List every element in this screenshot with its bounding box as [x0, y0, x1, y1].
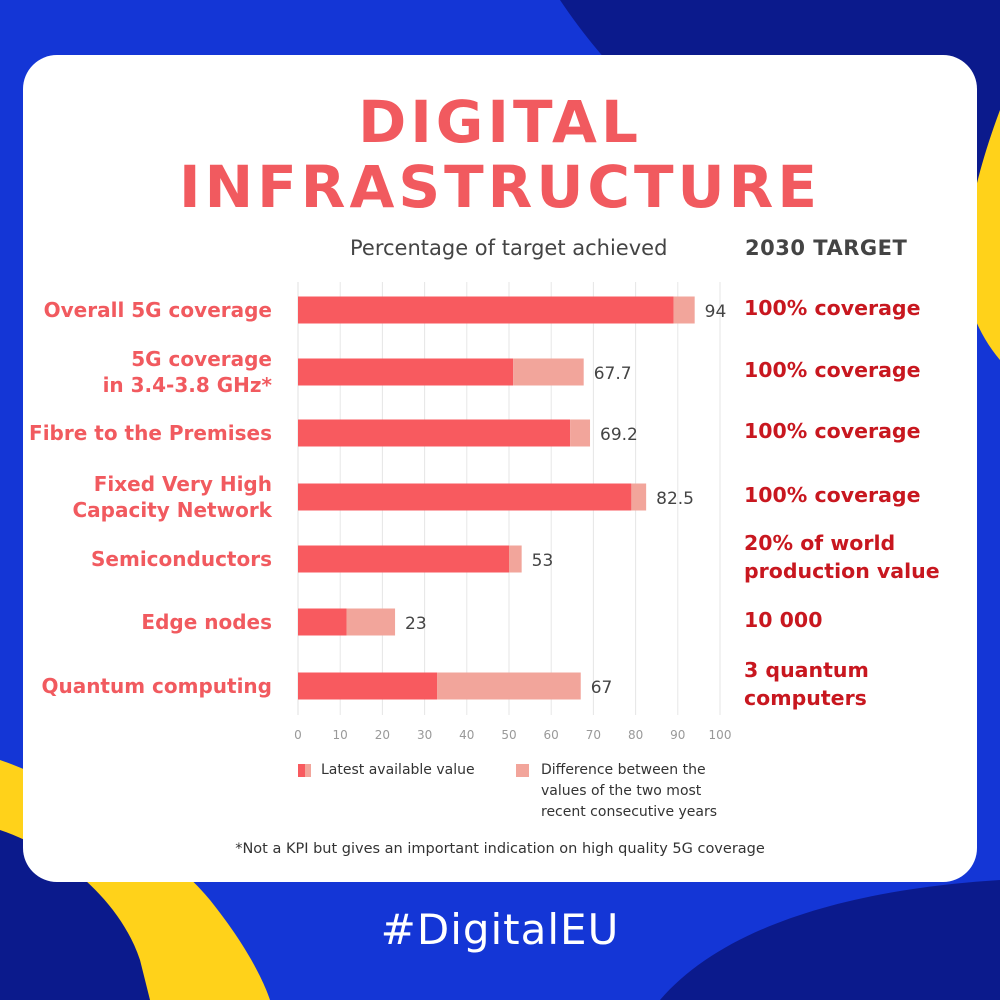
bar-latest	[298, 672, 438, 700]
hashtag: #DigitalEU	[380, 905, 620, 954]
value-label: 67.7	[594, 364, 632, 384]
bar-difference	[673, 296, 695, 324]
legend-swatch-difference	[516, 764, 529, 777]
bar-latest	[298, 483, 632, 511]
bar-latest	[298, 296, 674, 324]
bar-difference	[437, 672, 581, 700]
x-tick-label: 70	[586, 728, 601, 742]
legend-label-latest: Latest available value	[321, 762, 475, 778]
bar-difference	[570, 419, 591, 447]
category-label: Edge nodes	[141, 610, 272, 634]
target-label: 3 quantum computers	[744, 658, 869, 710]
legend-label-difference: Difference between the values of the two…	[541, 762, 718, 820]
x-tick-label: 90	[670, 728, 685, 742]
bar-difference	[513, 358, 584, 386]
x-tick-label: 80	[628, 728, 643, 742]
value-label: 94	[705, 302, 727, 322]
bar-latest	[298, 608, 347, 636]
category-label: Fixed Very High Capacity Network	[72, 472, 272, 522]
bar-difference	[509, 545, 522, 573]
bar-difference	[631, 483, 647, 511]
value-label: 23	[405, 614, 427, 634]
target-label: 100% coverage	[744, 483, 921, 507]
x-tick-label: 100	[709, 728, 732, 742]
category-label: Fibre to the Premises	[29, 421, 272, 445]
target-label: 100% coverage	[744, 358, 921, 382]
bar-difference	[346, 608, 396, 636]
target-label: 100% coverage	[744, 419, 921, 443]
bar-latest	[298, 358, 514, 386]
category-label: 5G coverage in 3.4-3.8 GHz*	[102, 347, 272, 397]
legend-swatch-latest	[298, 764, 311, 777]
value-label: 67	[591, 678, 613, 698]
bar-latest	[298, 545, 509, 573]
content-card	[23, 55, 977, 882]
title-line-2: INFRASTRUCTURE	[179, 153, 821, 221]
footnote: *Not a KPI but gives an important indica…	[235, 841, 765, 857]
x-tick-label: 30	[417, 728, 432, 742]
x-tick-label: 50	[501, 728, 516, 742]
bar-latest	[298, 419, 571, 447]
target-label: 100% coverage	[744, 296, 921, 320]
percentage-header: Percentage of target achieved	[350, 236, 668, 260]
category-label: Overall 5G coverage	[43, 298, 272, 322]
category-label: Quantum computing	[41, 674, 272, 698]
x-tick-label: 20	[375, 728, 390, 742]
category-label: Semiconductors	[91, 547, 272, 571]
title-line-1: DIGITAL	[358, 88, 642, 156]
target-label: 10 000	[744, 608, 823, 632]
value-label: 82.5	[656, 489, 694, 509]
x-tick-label: 60	[544, 728, 559, 742]
x-tick-label: 10	[333, 728, 348, 742]
value-label: 69.2	[600, 425, 638, 445]
value-label: 53	[532, 551, 554, 571]
target-header: 2030 TARGET	[745, 236, 908, 260]
x-tick-label: 0	[294, 728, 302, 742]
target-label: 20% of world production value	[744, 531, 940, 583]
x-tick-label: 40	[459, 728, 474, 742]
